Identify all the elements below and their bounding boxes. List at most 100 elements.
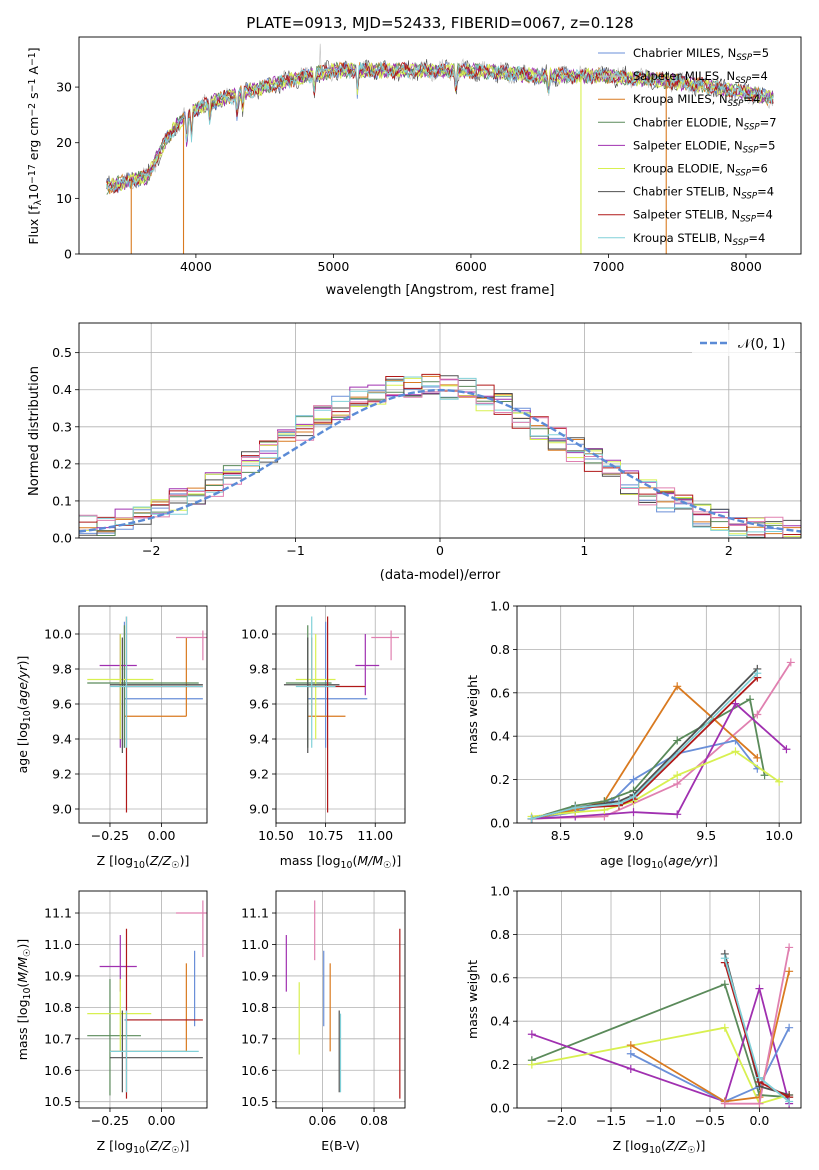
y-axis-label: age [log10(age/yr)] [15,656,33,774]
x-axis-label: mass [log10(M/M☉)] [280,853,402,871]
x-tick-label: 9.5 [696,828,716,843]
y-tick-label: 10.5 [241,1094,269,1109]
errorbar-point [176,900,207,958]
errorbar-point [99,935,137,992]
text-part: 10 [22,988,33,1000]
text-part: 10 [649,1145,661,1156]
y-tick-label: 10.6 [44,1063,72,1078]
y-axis-label: Flux [fλ10−17 erg cm−2 s−1 A−1] [26,47,44,244]
axes-frame [78,36,802,255]
plot-area [87,616,207,813]
errorbar-point [99,634,137,748]
text-part: erg cm [26,117,41,165]
legend-label: Kroupa STELIB, NSSP=4 [633,231,765,248]
weight-line [531,702,788,820]
text-part: age/yr [15,665,30,706]
plot-area [283,616,400,813]
y-tick-label: 30 [56,80,72,95]
weight-line [531,661,792,820]
x-tick-label: 10.0 [765,828,793,843]
x-tick-label: 0.08 [360,1113,388,1128]
legend-label: 𝒩(0, 1) [738,337,785,352]
text-part: ( [15,705,30,710]
text-part: age/yr [668,853,709,868]
text-part: ( [145,1138,150,1153]
y-tick-label: 0.6 [490,970,510,985]
errorbar-point [109,616,203,748]
y-tick-label: 10.8 [241,1000,269,1015]
y-tick-label: 0 [64,247,72,262]
x-tick-label: 7000 [593,259,625,274]
errorbar-point [307,637,346,717]
y-tick-label: 10.8 [44,1000,72,1015]
x-axis-label: age [log10(age/yr)] [600,853,718,871]
x-tick-label: 2 [725,543,733,558]
weight-marker [673,736,682,745]
weight-marker [753,710,762,719]
text-part: A [26,66,41,79]
weight-line [531,697,766,820]
text-part: ( [661,1138,666,1153]
weight-series [527,673,762,823]
panel-age_vs_mass: 10.50 10.75 11.00 9.0 9.2 9.4 9.6 9.8 10.0 [241,605,406,843]
weight-marker [600,805,609,814]
y-tick-label: 10 [56,191,72,206]
x-tick-label: 0.00 [148,1113,176,1128]
text-part: ] [26,47,41,52]
weight-line [531,983,790,1099]
y-tick-label: 9.4 [249,732,269,747]
y-tick-label: 9.8 [249,662,269,677]
text-part: −1 [27,79,38,93]
errorbar-point [371,630,400,661]
weight-marker [673,779,682,788]
weight-marker [626,1041,635,1050]
axes-frame [275,890,406,1109]
weight-marker [629,792,638,801]
text-part: )] [392,853,402,868]
plot-area [79,373,801,538]
x-tick-label: −0.5 [695,1113,725,1128]
weight-marker [755,984,764,993]
x-axis-label: wavelength [Angstrom, rest frame] [326,283,555,298]
y-tick-label: 0.2 [52,456,72,471]
weight-marker [731,747,740,756]
weight-marker [785,943,794,952]
weight-marker [785,967,794,976]
weight-line [531,1026,790,1105]
x-tick-label: −0.25 [91,828,129,843]
x-tick-label: −2 [142,543,160,558]
text-part: Chabrier ELODIE, N [633,115,744,129]
text-part: mass [log [15,999,30,1060]
errorbar-point [109,1010,199,1093]
x-tick-label: −0.25 [91,1113,129,1128]
errorbar-point [355,634,380,696]
weight-line [630,971,790,1103]
text-part: SSP [743,145,760,155]
weight-marker [755,1099,764,1108]
errorbar-point [109,637,203,753]
text-part: Z [log [97,1138,133,1153]
plot-area [106,43,774,254]
y-tick-label: 10.7 [44,1031,72,1046]
legend-label: Chabrier STELIB, NSSP=4 [633,185,774,202]
x-tick-label: 11.00 [357,828,393,843]
weight-series [527,658,795,823]
axes-frame [516,890,802,1109]
text-part: 10 [133,1145,145,1156]
legend-label: Chabrier ELODIE, NSSP=7 [633,115,777,132]
y-tick-label: 11.0 [44,937,72,952]
text-part: ☉ [171,1145,179,1156]
text-part: ☉ [383,860,391,871]
panel-massweight_vs_age: 8.5 9.0 9.5 10.0 0.0 0.2 0.4 0.6 0.8 1.0 [490,599,802,843]
text-part: =6 [751,162,768,176]
x-tick-label: −1 [286,543,304,558]
y-tick-label: 0.0 [490,1101,510,1116]
errorbar-point [307,616,366,813]
y-tick-label: 20 [56,135,72,150]
y-tick-label: 1.0 [490,599,510,614]
y-tick-label: 9.4 [52,732,72,747]
x-tick-label: 8.5 [551,828,571,843]
y-tick-label: 10.5 [44,1094,72,1109]
x-tick-label: 0.06 [309,1113,337,1128]
x-tick-label: 10.50 [258,828,294,843]
